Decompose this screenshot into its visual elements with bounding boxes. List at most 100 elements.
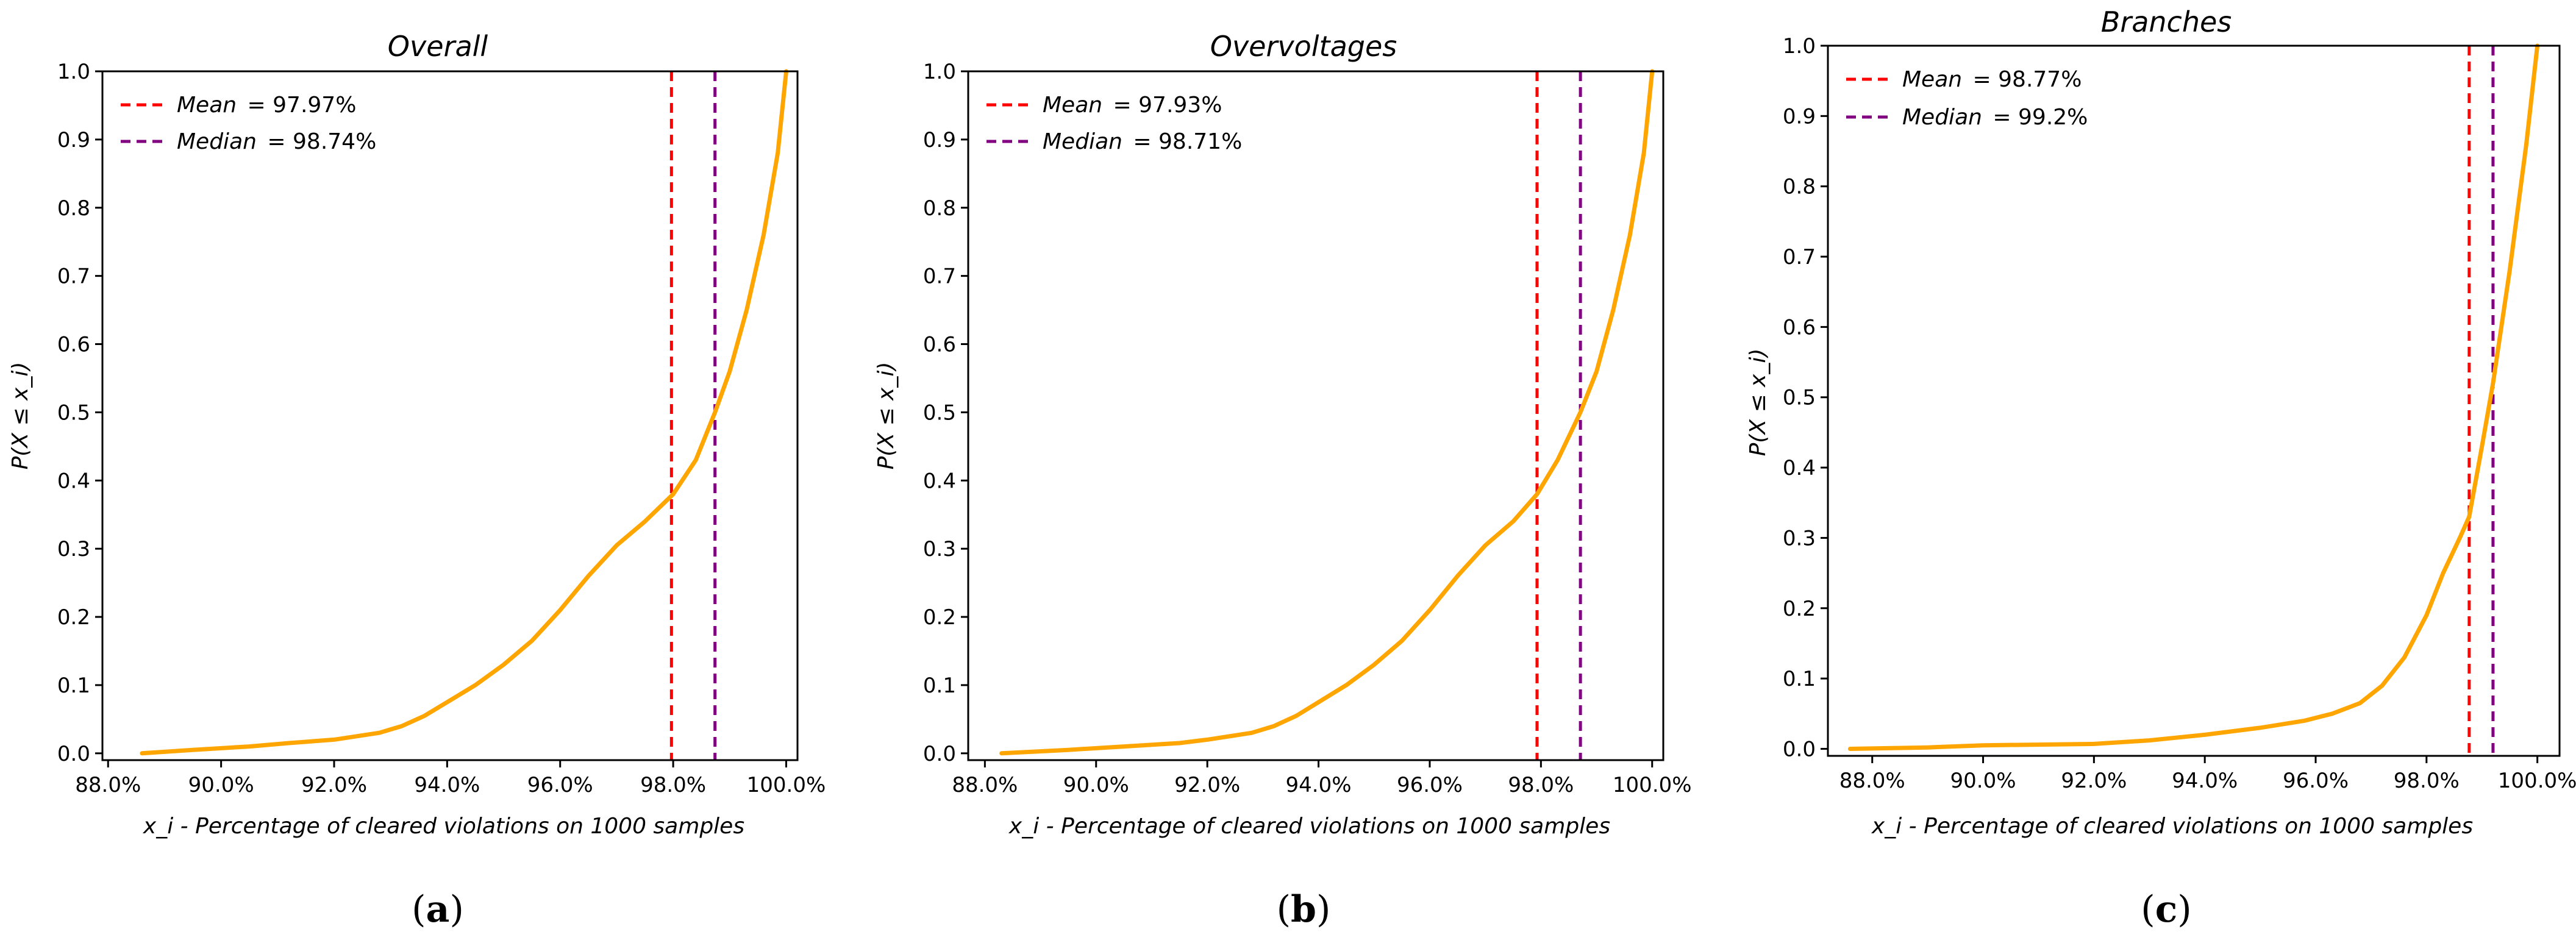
- y-tick-label: 0.6: [1783, 315, 1816, 340]
- y-tick-label: 0.3: [923, 537, 956, 561]
- panel-overall: Overall 0.0 0.1 0.2 0.3 0.4 0.5 0.6 0.7 0.8 0.9 1.…: [8, 30, 826, 931]
- x-tick-label: 92.0%: [2061, 769, 2127, 793]
- chart-title: Overvoltages: [1210, 30, 1397, 63]
- panel-overvoltages: Overvoltages 0.0 0.1 0.2 0.3 0.4 0.5 0.6 0.7 0.8…: [874, 30, 1692, 931]
- legend-median-name: Median: [177, 129, 257, 154]
- panel-label-letter: a: [426, 888, 450, 931]
- plot-area: [140, 69, 788, 760]
- legend-median-label: Median = 98.71%: [1043, 129, 1242, 154]
- panel-label: (a): [412, 888, 464, 931]
- y-tick-label: 0.1: [1783, 667, 1816, 691]
- legend-mean-name: Mean: [177, 93, 237, 118]
- legend-median-value: = 99.2%: [1993, 105, 2088, 130]
- legend-median-value: = 98.74%: [267, 129, 376, 154]
- legend-median-label: Median = 99.2%: [1902, 105, 2088, 130]
- y-tick-label: 0.8: [923, 196, 956, 221]
- y-tick-label: 0.4: [1783, 456, 1816, 480]
- y-axis-title: P(X ≤ x_i): [1746, 349, 1771, 457]
- y-tick-label: 0.3: [57, 537, 90, 561]
- legend: Mean = 97.97% Median = 98.74%: [121, 93, 376, 154]
- chart-title: Overall: [388, 30, 488, 63]
- x-axis-title: x_i - Percentage of cleared violations o…: [1008, 814, 1610, 839]
- x-tick-label: 100.0%: [747, 773, 826, 797]
- y-tick-label: 0.8: [1783, 175, 1816, 199]
- legend-median-name: Median: [1043, 129, 1122, 154]
- legend-mean-value: = 98.77%: [1973, 67, 2082, 92]
- chart-title: Branches: [2101, 5, 2232, 38]
- y-ticks: 0.0 0.1 0.2 0.3 0.4 0.5 0.6 0.7 0.8 0.9 1.0: [923, 60, 968, 766]
- x-tick-label: 90.0%: [188, 773, 254, 797]
- x-axis-title: x_i - Percentage of cleared violations o…: [143, 814, 744, 839]
- x-tick-label: 98.0%: [2394, 769, 2460, 793]
- x-tick-label: 100.0%: [2498, 769, 2576, 793]
- x-ticks: 88.0% 90.0% 92.0% 94.0% 96.0% 98.0% 100.0%: [1839, 756, 2576, 793]
- x-tick-label: 94.0%: [2172, 769, 2238, 793]
- x-tick-label: 100.0%: [1613, 773, 1692, 797]
- y-axis-title: P(X ≤ x_i): [874, 362, 899, 470]
- y-axis-title: P(X ≤ x_i): [8, 362, 33, 470]
- y-tick-label: 0.6: [57, 333, 90, 357]
- y-ticks: 0.0 0.1 0.2 0.3 0.4 0.5 0.6 0.7 0.8 0.9 1.0: [1783, 34, 1828, 761]
- panel-branches: Branches 0.0 0.1 0.2 0.3 0.4 0.5 0.6 0.7 0.8 0.9 1…: [1746, 5, 2576, 931]
- y-tick-label: 0.1: [57, 674, 90, 698]
- x-tick-label: 94.0%: [414, 773, 480, 797]
- legend-median-name: Median: [1902, 105, 1982, 130]
- y-tick-label: 0.9: [57, 128, 90, 152]
- panel-label: (c): [2141, 888, 2191, 931]
- y-tick-label: 0.9: [923, 128, 956, 152]
- x-tick-label: 92.0%: [301, 773, 367, 797]
- panel-label-letter: c: [2155, 888, 2178, 931]
- y-tick-label: 0.7: [1783, 245, 1816, 269]
- y-tick-label: 0.1: [923, 674, 956, 698]
- x-ticks: 88.0% 90.0% 92.0% 94.0% 96.0% 98.0% 100.0%: [952, 760, 1692, 797]
- plot-area: [999, 69, 1655, 760]
- x-tick-label: 98.0%: [1508, 773, 1574, 797]
- y-tick-label: 0.5: [57, 400, 90, 425]
- y-tick-label: 0.8: [57, 196, 90, 221]
- y-tick-label: 0.2: [923, 605, 956, 630]
- legend-median-value: = 98.71%: [1133, 129, 1242, 154]
- x-tick-label: 94.0%: [1286, 773, 1352, 797]
- y-tick-label: 0.2: [57, 605, 90, 630]
- plot-frame: [1827, 44, 2561, 757]
- x-tick-label: 88.0%: [75, 773, 141, 797]
- legend-mean-value: = 97.93%: [1113, 93, 1222, 118]
- y-tick-label: 0.0: [1783, 737, 1816, 761]
- y-tick-label: 0.3: [1783, 526, 1816, 550]
- x-axis-title: x_i - Percentage of cleared violations o…: [1871, 814, 2473, 839]
- x-tick-label: 96.0%: [2283, 769, 2349, 793]
- cdf-line: [1847, 43, 2540, 751]
- x-tick-label: 90.0%: [1950, 769, 2016, 793]
- y-tick-label: 0.0: [923, 742, 956, 766]
- plot-frame: [101, 70, 799, 761]
- y-tick-label: 0.9: [1783, 104, 1816, 129]
- y-tick-label: 0.0: [57, 742, 90, 766]
- legend-median-label: Median = 98.74%: [177, 129, 376, 154]
- legend-mean-name: Mean: [1043, 93, 1102, 118]
- x-tick-label: 88.0%: [1839, 769, 1905, 793]
- y-tick-label: 0.4: [57, 469, 90, 493]
- legend-mean-value: = 97.97%: [248, 93, 357, 118]
- legend-mean-label: Mean = 98.77%: [1902, 67, 2082, 92]
- legend: Mean = 97.93% Median = 98.71%: [987, 93, 1242, 154]
- y-tick-label: 0.5: [923, 400, 956, 425]
- cdf-line: [999, 69, 1655, 756]
- x-tick-label: 88.0%: [952, 773, 1018, 797]
- cdf-line: [140, 69, 788, 756]
- x-tick-label: 90.0%: [1063, 773, 1129, 797]
- legend: Mean = 98.77% Median = 99.2%: [1846, 67, 2088, 130]
- y-tick-label: 0.7: [923, 265, 956, 289]
- plot-area: [1847, 43, 2540, 756]
- panel-label: (b): [1277, 888, 1331, 931]
- y-tick-label: 0.6: [923, 333, 956, 357]
- x-tick-label: 92.0%: [1174, 773, 1240, 797]
- x-tick-label: 96.0%: [527, 773, 593, 797]
- y-tick-label: 0.5: [1783, 386, 1816, 410]
- y-tick-label: 1.0: [923, 60, 956, 84]
- panel-label-letter: b: [1291, 888, 1316, 931]
- legend-mean-label: Mean = 97.97%: [177, 93, 356, 118]
- legend-mean-label: Mean = 97.93%: [1043, 93, 1222, 118]
- y-tick-label: 0.2: [1783, 597, 1816, 621]
- legend-mean-name: Mean: [1902, 67, 1962, 92]
